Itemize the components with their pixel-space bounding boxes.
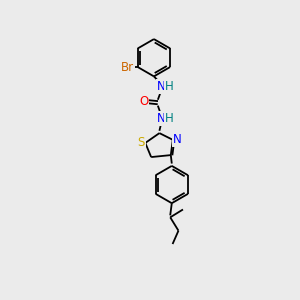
Text: N: N: [157, 80, 166, 93]
Text: H: H: [165, 112, 174, 125]
Text: Br: Br: [121, 61, 134, 74]
Text: N: N: [173, 133, 182, 146]
Text: S: S: [137, 136, 145, 149]
Text: H: H: [165, 80, 174, 93]
Text: O: O: [139, 95, 148, 108]
Text: N: N: [157, 112, 166, 125]
